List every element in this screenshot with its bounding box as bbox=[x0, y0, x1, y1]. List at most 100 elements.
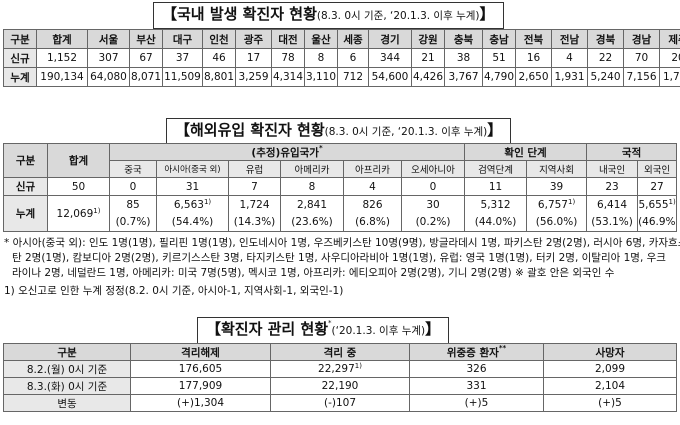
imported-cum-cell: 1,724 bbox=[228, 195, 281, 214]
management-header-cell: 격리 중 bbox=[270, 343, 410, 361]
imported-pct-cell: (53.1%) bbox=[586, 213, 639, 232]
imported-h-country: (추정)유입국가* bbox=[108, 143, 466, 161]
section1-title: 【국내 발생 확진자 현황 bbox=[162, 5, 317, 23]
imported-new-cell: 0 bbox=[400, 177, 466, 196]
imported-cum-total: 12,0691) bbox=[47, 195, 110, 232]
imported-cum-cell: 5,6551) bbox=[637, 195, 678, 214]
domestic-cell: 54,600 bbox=[368, 67, 412, 87]
imported-h-group: 구분 bbox=[3, 143, 48, 178]
management-row-label: 8.2.(월) 0시 기준 bbox=[3, 360, 131, 378]
domestic-cell: 7,156 bbox=[623, 67, 660, 87]
management-value: 2,104 bbox=[594, 380, 626, 392]
imported-cumulative-row: 누계 12,0691) 85 6,5631) 1,724 2,841 826 30 5,31… bbox=[3, 195, 678, 232]
management-cell: 331 bbox=[409, 377, 544, 395]
imported-subheader-cell: 아프리카 bbox=[343, 160, 402, 178]
management-cell: 176,605 bbox=[130, 360, 271, 378]
management-header-sup: ** bbox=[498, 343, 507, 352]
imported-cum-value: 6,414 bbox=[597, 198, 628, 211]
domestic-cell: 5,240 bbox=[587, 67, 624, 87]
imported-subheader-cell: 외국인 bbox=[637, 160, 678, 178]
imported-new-cell: 8 bbox=[280, 177, 344, 196]
imported-cum-cell: 826 bbox=[343, 195, 402, 214]
imported-cum-cell: 6,7571) bbox=[526, 195, 588, 214]
imported-cum-value: 2,841 bbox=[296, 198, 328, 211]
imported-subheader-cell: 중국 bbox=[109, 160, 157, 178]
domestic-cell: 21 bbox=[411, 48, 445, 68]
imported-cum-value: 1,724 bbox=[239, 198, 270, 211]
management-value: 22,297 bbox=[318, 363, 355, 375]
imported-h-nation: 국적 bbox=[586, 143, 678, 161]
domestic-cell: 2,650 bbox=[515, 67, 552, 87]
management-cell: 22,190 bbox=[270, 377, 410, 395]
imported-cum-total-sup: 1) bbox=[93, 206, 101, 215]
management-cell: (+)5 bbox=[543, 394, 677, 412]
imported-cum-sup: 1) bbox=[668, 197, 676, 206]
domestic-header-cell: 대전 bbox=[271, 29, 305, 49]
imported-pct-cell: (0.7%) bbox=[109, 213, 157, 232]
imported-cum-cell: 30 bbox=[400, 195, 466, 214]
domestic-header-cell: 전남 bbox=[551, 29, 588, 49]
management-sup: 1) bbox=[354, 362, 362, 370]
domestic-cell: 4,790 bbox=[482, 67, 516, 87]
imported-new-cell: 0 bbox=[109, 177, 157, 196]
domestic-cell: 17 bbox=[235, 48, 272, 68]
imported-subheader-cell: 검역단계 bbox=[464, 160, 528, 178]
management-value: (+)5 bbox=[598, 397, 622, 409]
section2-title-box: 【해외유입 확진자 현황(8.3. 0시 기준, ‘20.1.3. 이후 누계)… bbox=[166, 118, 512, 145]
imported-cum-label: 누계 bbox=[3, 195, 48, 232]
domestic-cell: 3,259 bbox=[235, 67, 272, 87]
imported-cum-value: 5,312 bbox=[480, 198, 511, 211]
domestic-header-cell: 강원 bbox=[411, 29, 445, 49]
management-value: 22,190 bbox=[321, 380, 359, 392]
domestic-header-cell: 제주 bbox=[659, 29, 680, 49]
footnote-line-4: 1) 오신고로 인한 누계 정정(8.2. 0시 기준, 아시아-1, 지역사회… bbox=[4, 285, 344, 297]
imported-cum-value: 826 bbox=[362, 198, 383, 211]
imported-cum-sup: 1) bbox=[567, 197, 576, 206]
management-cell: 2,099 bbox=[543, 360, 677, 378]
domestic-cell: 64,080 bbox=[87, 67, 130, 87]
management-value: 2,099 bbox=[594, 363, 626, 375]
management-value: 331 bbox=[466, 380, 487, 392]
section1-title-close: 】 bbox=[479, 5, 495, 23]
imported-h-country-text: (추정)유입국가 bbox=[251, 146, 319, 159]
footnote-line-3: 라이나 2명, 네덜란드 1명, 아메리카: 미국 7명(5명), 멕시코 1명… bbox=[12, 267, 615, 279]
management-cell: 22,2971) bbox=[270, 360, 410, 378]
domestic-cell: 37 bbox=[162, 48, 203, 68]
imported-cum-cell: 5,312 bbox=[464, 195, 528, 214]
imported-subheader-cell: 내국인 bbox=[586, 160, 639, 178]
domestic-header-cell: 세종 bbox=[337, 29, 369, 49]
domestic-header-cell: 구분 bbox=[3, 29, 37, 49]
imported-cum-value: 6,563 bbox=[173, 198, 204, 211]
imported-pct-cell: (6.8%) bbox=[343, 213, 402, 232]
domestic-header-cell: 부산 bbox=[129, 29, 163, 49]
domestic-cell: 20 bbox=[659, 48, 680, 68]
domestic-cell: 4,426 bbox=[411, 67, 445, 87]
imported-h-confirm: 확인 단계 bbox=[464, 143, 588, 161]
imported-percent-row: (0.7%) (54.4%) (14.3%) (23.6%) (6.8%) (0.2%)(… bbox=[4, 213, 678, 232]
section3-title: 【확진자 관리 현황 bbox=[206, 320, 329, 338]
imported-cum-value: 6,757 bbox=[537, 198, 568, 211]
domestic-cell: 4,314 bbox=[271, 67, 305, 87]
domestic-row-label: 누계 bbox=[3, 67, 37, 87]
domestic-header-cell: 전북 bbox=[515, 29, 552, 49]
section3-title-box: 【확진자 관리 현황*(‘20.1.3. 이후 누계)】 bbox=[197, 317, 450, 344]
domestic-cell: 4 bbox=[551, 48, 588, 68]
management-cell: 177,909 bbox=[130, 377, 271, 395]
domestic-cell: 8,801 bbox=[202, 67, 236, 87]
imported-new-cell: 4 bbox=[343, 177, 402, 196]
imported-cum-value: 30 bbox=[426, 198, 440, 211]
domestic-header-row: 구분합계서울부산대구인천광주대전울산세종경기강원충북충남전북전남경북경남제주 bbox=[3, 29, 680, 49]
imported-subheader-cell: 지역사회 bbox=[526, 160, 588, 178]
imported-new-label: 신규 bbox=[3, 177, 48, 196]
imported-new-cell: 7 bbox=[228, 177, 281, 196]
imported-cum-value: 85 bbox=[126, 198, 140, 211]
imported-cum-sup: 1) bbox=[203, 197, 212, 206]
domestic-cell: 8,071 bbox=[129, 67, 163, 87]
management-header-cell: 위중증 환자** bbox=[409, 343, 544, 361]
imported-pct-cell: (54.4%) bbox=[156, 213, 229, 232]
management-value: 176,605 bbox=[178, 363, 223, 375]
domestic-cell: 51 bbox=[482, 48, 516, 68]
imported-new-cell: 39 bbox=[526, 177, 588, 196]
case-management-table: 구분 격리해제 격리 중 위중증 환자** 사망자 8.2.(월) 0시 기준 176,6… bbox=[3, 343, 677, 412]
section2-subtitle: (8.3. 0시 기준, ‘20.1.3. 이후 누계) bbox=[324, 126, 488, 138]
